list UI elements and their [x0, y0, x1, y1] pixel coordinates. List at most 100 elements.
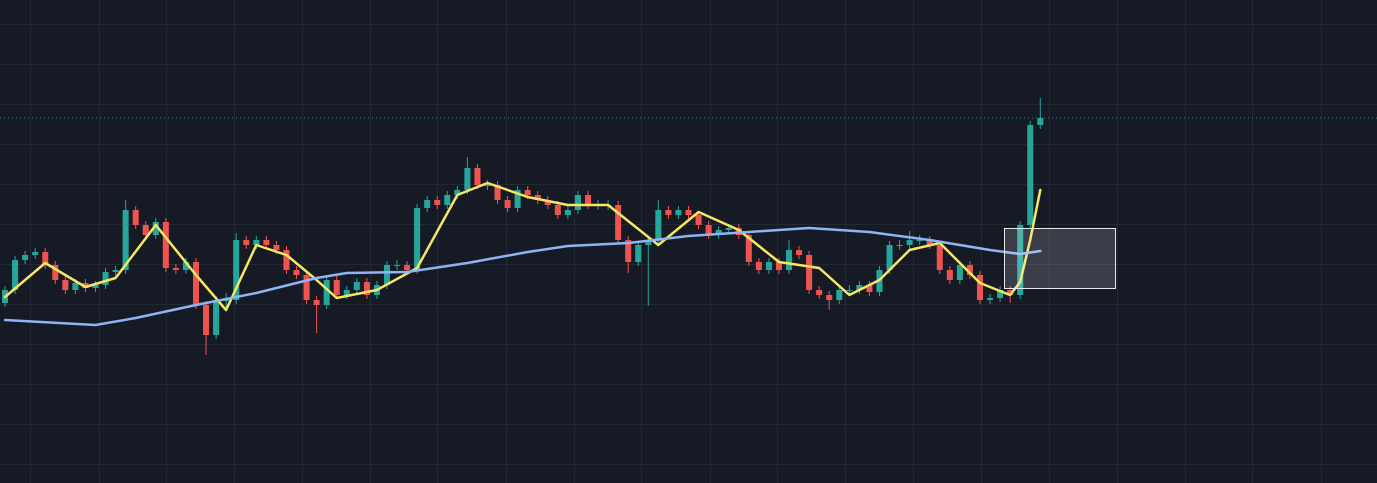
- candle-body: [816, 290, 823, 295]
- candle-body: [203, 305, 210, 335]
- candle: [82, 279, 89, 292]
- candle-body: [524, 190, 531, 195]
- candle-body: [554, 205, 561, 215]
- candle: [715, 226, 722, 239]
- candle: [564, 206, 571, 219]
- candle: [574, 191, 581, 214]
- candle-body: [152, 222, 159, 235]
- candle: [243, 236, 250, 249]
- candle-body: [303, 275, 310, 300]
- candle: [866, 281, 873, 296]
- candle-body: [122, 210, 129, 270]
- candle-body: [504, 200, 511, 208]
- candle: [102, 268, 109, 289]
- candle-body: [745, 235, 752, 262]
- candle: [62, 276, 69, 294]
- candle: [956, 261, 963, 284]
- candle-body: [383, 265, 390, 285]
- candle: [333, 276, 340, 299]
- candle: [836, 286, 843, 304]
- candle-body: [404, 265, 411, 270]
- candle: [32, 248, 39, 259]
- candle-body: [896, 245, 903, 246]
- candle-body: [1037, 118, 1044, 125]
- candle: [474, 164, 481, 189]
- candle: [504, 196, 511, 212]
- candle: [293, 266, 300, 279]
- candle-body: [223, 300, 230, 301]
- candle: [846, 285, 853, 295]
- candle-body: [42, 252, 49, 265]
- candle: [52, 261, 59, 284]
- candle: [152, 218, 159, 239]
- candle-body: [182, 262, 189, 270]
- candle: [856, 281, 863, 294]
- candle-body: [584, 195, 592, 205]
- candle-body: [343, 290, 350, 295]
- candle: [896, 240, 903, 250]
- candle-body: [856, 285, 863, 290]
- candle: [142, 221, 149, 239]
- candle-body: [172, 268, 179, 270]
- candle-body: [926, 240, 933, 245]
- candle-body: [886, 245, 893, 270]
- candle: [414, 204, 421, 274]
- candle: [303, 271, 310, 304]
- moving-average-line: [3, 226, 1042, 327]
- candle-body: [253, 240, 260, 245]
- candle-body: [564, 210, 571, 215]
- candle: [976, 271, 983, 304]
- candle: [112, 266, 119, 276]
- candle-body: [514, 190, 521, 208]
- candle-body: [534, 195, 541, 200]
- candle: [484, 180, 491, 190]
- candle-body: [836, 290, 843, 300]
- candle: [353, 278, 360, 294]
- candle: [172, 264, 179, 274]
- candle: [635, 241, 642, 266]
- candle-body: [12, 260, 19, 290]
- candle-body: [1027, 125, 1034, 225]
- candle: [1037, 98, 1044, 129]
- candle-body: [323, 280, 330, 305]
- moving-average-line: [3, 181, 1042, 312]
- candle-body: [665, 210, 672, 215]
- candle-body: [966, 265, 973, 275]
- candle: [313, 296, 320, 333]
- candle-body: [615, 205, 622, 240]
- candle: [705, 221, 712, 239]
- candle-body: [92, 285, 99, 288]
- candle-body: [102, 272, 109, 285]
- candle-body: [796, 250, 803, 255]
- candle: [42, 248, 49, 269]
- candle: [434, 196, 441, 209]
- candle: [22, 251, 29, 264]
- candle-body: [62, 280, 69, 290]
- candle-body: [142, 225, 149, 235]
- candle-body: [574, 195, 581, 210]
- candle-body: [675, 210, 682, 215]
- candle: [675, 206, 682, 219]
- candle-body: [725, 228, 732, 230]
- candle-body: [936, 245, 943, 270]
- candle-body: [946, 270, 953, 280]
- candle: [494, 181, 501, 204]
- candle: [946, 266, 953, 284]
- candle-body: [213, 300, 220, 335]
- candle-body: [233, 240, 240, 300]
- candle: [464, 157, 471, 194]
- candle-body: [785, 250, 793, 270]
- candle-body: [956, 265, 963, 280]
- candle-body: [906, 240, 913, 245]
- candle-body: [484, 185, 491, 186]
- candle-body: [32, 252, 39, 255]
- candle: [283, 246, 290, 274]
- candle: [213, 296, 220, 339]
- candle-body: [1007, 290, 1014, 295]
- candle: [544, 196, 551, 209]
- candle: [987, 294, 994, 304]
- candle-body: [263, 240, 270, 245]
- candle: [444, 191, 451, 209]
